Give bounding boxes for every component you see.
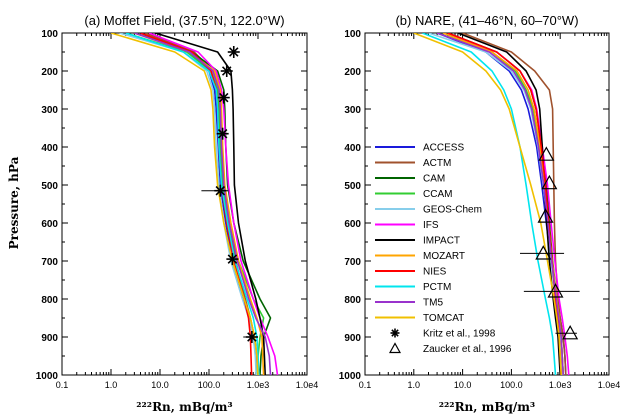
y-tick-label: 200	[41, 67, 58, 78]
x-tick-label: 1.0e4	[296, 380, 319, 390]
x-tick-label: 100.0	[500, 380, 523, 390]
triangle-marker	[535, 245, 552, 260]
y-tick-label: 600	[41, 219, 58, 230]
y-tick-label: 800	[41, 295, 58, 306]
legend-label: CCAM	[423, 189, 452, 200]
y-tick-label: 300	[41, 105, 58, 116]
legend-label: TOMCAT	[423, 313, 464, 324]
y-tick-label: 400	[41, 143, 58, 154]
x-tick-label: 1.0	[105, 380, 118, 390]
y-tick-label: 900	[41, 333, 58, 344]
observation-markers	[519, 146, 580, 340]
y-tick-label: 800	[344, 295, 361, 306]
y-tick-label: 700	[344, 257, 361, 268]
legend-label: MOZART	[423, 251, 465, 262]
plot-frame	[61, 32, 308, 376]
legend-asterisk-marker	[390, 328, 400, 338]
x-tick-label: 0.1	[56, 380, 69, 390]
legend-label: GEOS-Chem	[423, 205, 482, 216]
legend-label: Zaucker et al., 1996	[423, 344, 512, 355]
y-tick-label: 500	[344, 181, 361, 192]
legend-label: TM5	[423, 298, 443, 309]
x-tick-label: 100.0	[198, 380, 221, 390]
series-line-tomcat	[110, 33, 259, 375]
x-axis-label: ²²²Rn, mBq/m³	[439, 400, 535, 414]
asterisk-marker	[220, 65, 233, 77]
panel-a: (a) Moffet Field, (37.5°N, 122.0°W) 0.1 1.…	[36, 13, 319, 414]
legend-label: Kritz et al., 1998	[423, 329, 496, 340]
x-tick-label: 1.0e3	[549, 380, 572, 390]
x-tick-label: 0.1	[359, 380, 372, 390]
series-line-actm	[144, 33, 259, 375]
legend-label: PCTM	[423, 282, 451, 293]
x-tick-label: 10.0	[151, 380, 169, 390]
series-line-tm5	[134, 33, 272, 375]
triangle-marker	[537, 208, 554, 223]
series-line-nies	[140, 33, 253, 375]
y-tick-label: 200	[344, 67, 361, 78]
panel-b: (b) NARE, (41–46°N, 60–70°W) 0.1 1.0 10.0 10…	[339, 13, 621, 414]
y-tick-label: 100	[41, 29, 58, 40]
triangle-marker	[562, 324, 579, 340]
series-line-actm	[462, 33, 567, 375]
x-tick-label: 10.0	[454, 380, 472, 390]
plot-frame	[364, 32, 610, 376]
legend-label: CAM	[423, 174, 445, 185]
panel-title: (a) Moffet Field, (37.5°N, 122.0°W)	[84, 13, 284, 28]
series-line-ccam	[125, 33, 265, 375]
series-line-access	[140, 33, 258, 375]
legend: ACCESS ACTM CAM CCAM GEOS-Chem IFS IMPACT MOZAR…	[375, 143, 512, 355]
series-line-ifs	[148, 33, 279, 375]
legend-label: IFS	[423, 220, 439, 231]
x-tick-label: 1.0e3	[247, 380, 270, 390]
asterisk-marker	[245, 331, 258, 343]
triangle-marker	[547, 283, 564, 298]
x-tick-label: 1.0e4	[598, 380, 621, 390]
y-tick-label: 600	[344, 219, 361, 230]
asterisk-marker	[226, 253, 239, 266]
y-tick-label: 100	[344, 29, 361, 40]
legend-label: ACTM	[423, 158, 451, 169]
y-tick-label: 300	[344, 105, 361, 116]
legend-triangle-marker	[388, 342, 402, 354]
series-lines	[110, 33, 279, 375]
series-line-tm5	[436, 33, 564, 375]
x-tick-label: 1.0	[408, 380, 421, 390]
panel-title: (b) NARE, (41–46°N, 60–70°W)	[395, 13, 578, 28]
series-line-pctm	[125, 33, 260, 375]
asterisk-marker	[216, 127, 229, 140]
y-tick-label: 700	[41, 257, 58, 268]
y-tick-label: 500	[41, 181, 58, 192]
asterisk-marker	[217, 91, 230, 104]
triangle-marker	[538, 146, 555, 161]
series-lines	[413, 33, 570, 375]
series-line-tomcat	[413, 33, 562, 375]
x-axis-label: ²²²Rn, mBq/m³	[136, 400, 232, 414]
y-tick-label: 400	[344, 143, 361, 154]
legend-label: ACCESS	[423, 143, 464, 154]
asterisk-marker	[227, 46, 240, 58]
y-tick-label: 900	[344, 333, 361, 344]
asterisk-marker	[214, 184, 227, 197]
triangle-marker	[541, 174, 558, 190]
series-line-mozart	[134, 33, 265, 375]
series-line-pctm	[422, 33, 557, 375]
legend-label: IMPACT	[423, 236, 460, 247]
observation-markers	[201, 46, 258, 343]
y-tick-label: 1000	[339, 371, 362, 382]
legend-label: NIES	[423, 267, 447, 278]
panel-a-y-axis-label: Pressure, hPa	[7, 156, 21, 249]
y-tick-label: 1000	[36, 371, 59, 382]
